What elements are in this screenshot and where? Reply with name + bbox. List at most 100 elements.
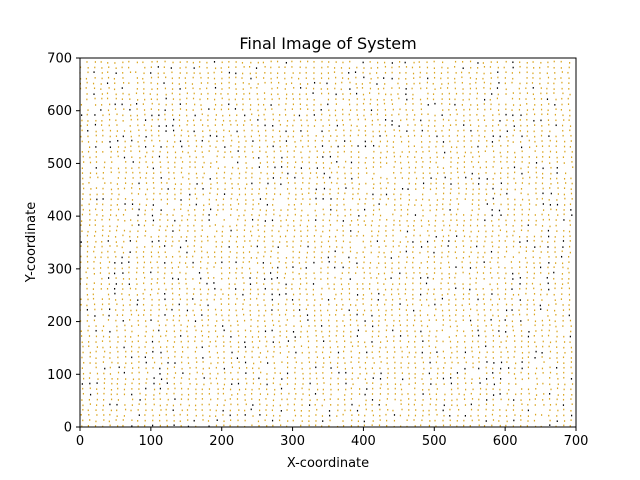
dark-particle-point xyxy=(207,304,209,307)
gold-particle-point xyxy=(222,414,224,416)
gold-particle-point xyxy=(461,266,463,269)
gold-particle-point xyxy=(364,161,366,164)
gold-particle-point xyxy=(450,356,452,359)
dark-particle-point xyxy=(491,93,493,95)
gold-particle-point xyxy=(470,66,472,69)
gold-particle-point xyxy=(412,72,415,75)
gold-particle-point xyxy=(498,319,501,322)
dark-particle-point xyxy=(442,141,445,143)
gold-particle-point xyxy=(94,425,97,427)
gold-particle-point xyxy=(329,193,331,195)
gold-particle-point xyxy=(519,287,521,290)
dark-particle-point xyxy=(121,256,123,259)
gold-particle-point xyxy=(101,77,103,80)
gold-particle-point xyxy=(195,156,197,159)
gold-particle-point xyxy=(145,182,148,184)
gold-particle-point xyxy=(227,277,230,280)
gold-particle-point xyxy=(102,346,104,349)
gold-particle-point xyxy=(320,77,323,79)
gold-particle-point xyxy=(235,271,237,274)
gold-particle-point xyxy=(313,109,315,112)
dark-particle-point xyxy=(167,361,169,364)
gold-particle-point xyxy=(455,230,457,232)
gold-particle-point xyxy=(287,403,289,406)
gold-particle-point xyxy=(258,309,260,312)
gold-particle-point xyxy=(301,398,303,401)
gold-particle-point xyxy=(286,124,288,127)
dark-particle-point xyxy=(364,320,366,322)
gold-particle-point xyxy=(385,235,387,237)
gold-particle-point xyxy=(497,303,499,306)
gold-particle-point xyxy=(206,235,209,238)
dark-particle-point xyxy=(186,251,188,254)
dark-particle-point xyxy=(486,178,488,180)
dark-particle-point xyxy=(399,335,402,337)
gold-particle-point xyxy=(357,134,359,137)
dark-particle-point xyxy=(166,382,168,384)
gold-particle-point xyxy=(167,167,169,169)
gold-particle-point xyxy=(228,287,230,290)
dark-particle-point xyxy=(95,329,97,332)
gold-particle-point xyxy=(370,98,372,101)
gold-particle-point xyxy=(256,93,258,95)
gold-particle-point xyxy=(356,98,358,100)
gold-particle-point xyxy=(412,297,414,300)
gold-particle-point xyxy=(505,303,508,306)
gold-particle-point xyxy=(108,303,110,305)
gold-particle-point xyxy=(144,66,146,69)
gold-particle-point xyxy=(562,134,564,137)
gold-particle-point xyxy=(96,203,98,205)
gold-particle-point xyxy=(316,150,318,152)
gold-particle-point xyxy=(539,256,541,259)
gold-particle-point xyxy=(450,219,452,222)
dark-particle-point xyxy=(391,77,393,80)
gold-particle-point xyxy=(123,150,125,152)
gold-particle-point xyxy=(235,76,237,79)
gold-particle-point xyxy=(107,250,109,253)
dark-particle-point xyxy=(492,187,494,190)
dark-particle-point xyxy=(170,67,172,69)
dark-particle-point xyxy=(391,124,393,126)
gold-particle-point xyxy=(492,329,494,332)
gold-particle-point xyxy=(128,294,130,296)
gold-particle-point xyxy=(94,308,96,311)
gold-particle-point xyxy=(82,198,84,200)
dark-particle-point xyxy=(159,367,161,370)
gold-particle-point xyxy=(287,214,289,217)
gold-particle-point xyxy=(370,251,372,254)
gold-particle-point xyxy=(243,235,245,238)
gold-particle-point xyxy=(292,135,294,138)
gold-particle-point xyxy=(186,218,189,221)
gold-particle-point xyxy=(553,82,555,85)
dark-particle-point xyxy=(421,129,423,132)
gold-particle-point xyxy=(249,267,251,270)
dark-particle-point xyxy=(272,145,274,148)
gold-particle-point xyxy=(101,298,103,300)
gold-particle-point xyxy=(426,61,428,64)
gold-particle-point xyxy=(221,124,224,126)
gold-particle-point xyxy=(215,409,217,412)
gold-particle-point xyxy=(475,81,477,84)
gold-particle-point xyxy=(351,419,353,422)
gold-particle-point xyxy=(343,134,345,137)
gold-particle-point xyxy=(344,192,346,195)
gold-particle-point xyxy=(456,146,458,149)
dark-particle-point xyxy=(511,309,513,311)
dark-particle-point xyxy=(441,297,443,300)
gold-particle-point xyxy=(252,157,255,159)
gold-particle-point xyxy=(159,219,161,221)
gold-particle-point xyxy=(571,161,573,163)
gold-particle-point xyxy=(301,404,303,406)
gold-particle-point xyxy=(541,230,543,232)
gold-particle-point xyxy=(491,424,493,427)
gold-particle-point xyxy=(385,230,387,232)
gold-particle-point xyxy=(245,162,247,164)
gold-particle-point xyxy=(187,388,189,390)
gold-particle-point xyxy=(563,341,566,343)
gold-particle-point xyxy=(217,167,219,170)
dark-particle-point xyxy=(108,314,110,317)
gold-particle-point xyxy=(528,156,530,158)
gold-particle-point xyxy=(521,403,523,405)
gold-particle-point xyxy=(159,383,161,385)
gold-particle-point xyxy=(131,330,133,333)
